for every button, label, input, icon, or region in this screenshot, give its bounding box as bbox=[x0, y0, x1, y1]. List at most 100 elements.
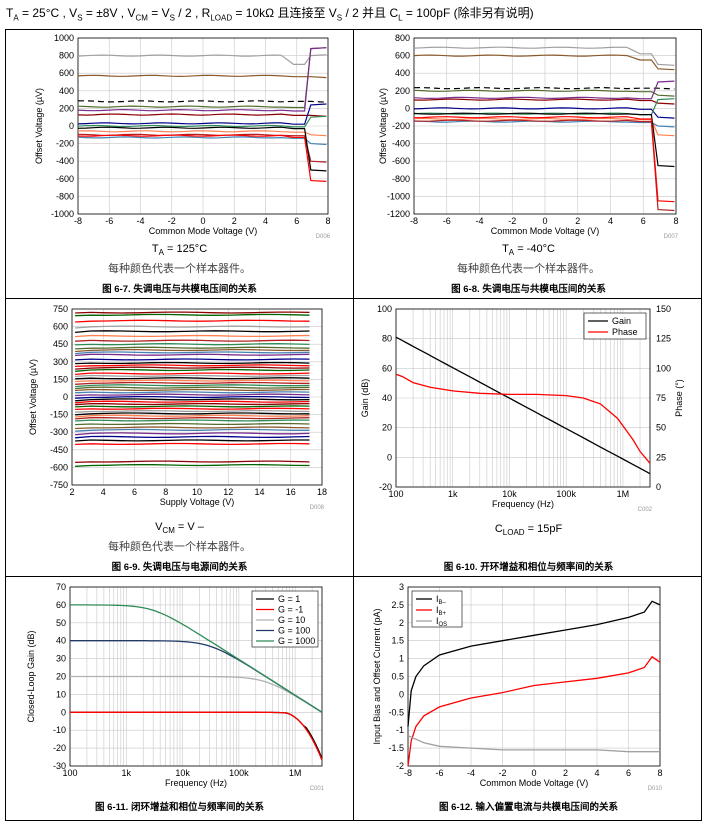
chart2-ytick-label: 300 bbox=[53, 357, 68, 367]
condition-6-10: CLOAD = 15pF bbox=[494, 523, 563, 538]
condition-6-9: VCM = V – bbox=[155, 521, 204, 536]
chart1-ytick-label: -200 bbox=[392, 121, 410, 131]
chart1-ytick-label: 0 bbox=[405, 103, 410, 113]
chart4-ytick-label: 60 bbox=[56, 600, 66, 610]
chart5-legend-label: IB– bbox=[436, 594, 447, 606]
chart0-series-line bbox=[77, 47, 327, 112]
chart1-xtick-label: 2 bbox=[575, 216, 580, 226]
chart5-series-line bbox=[407, 735, 660, 753]
chart2-series-line bbox=[75, 395, 310, 399]
chart4-xtick-label: 10k bbox=[175, 768, 190, 778]
chart-6-11: 100 1k 10k 100k 1M -30 -20 -10 0 10 20 30 40 50 60 70 Fr… bbox=[26, 582, 325, 792]
chart4-legend-box bbox=[251, 590, 319, 648]
caption-6-12: 图 6-12. 输入偏置电流与共模电压间的关系 bbox=[439, 802, 618, 813]
chart2-series-line bbox=[75, 414, 310, 418]
chart0-series-line bbox=[77, 74, 327, 79]
chart3-y2label: Phase (°) bbox=[674, 379, 684, 417]
chart4-ytick-label: 50 bbox=[56, 618, 66, 628]
chart5-code: D010 bbox=[648, 786, 663, 792]
chart2-xlabel: Supply Voltage (V) bbox=[160, 497, 235, 507]
chart2-xtick-label: 14 bbox=[254, 487, 264, 497]
figure-grid: -8 -6 -4 -2 0 2 4 6 8 -1000 -800 -600 -400 -200 0 200 40… bbox=[5, 29, 702, 821]
chart1-ytick-label: 200 bbox=[395, 86, 410, 96]
chart0-series-line bbox=[77, 103, 327, 125]
chart0-xtick-label: -2 bbox=[168, 216, 176, 226]
chart4-xtick-label: 1k bbox=[122, 768, 132, 778]
chart3-y2tick-label: 50 bbox=[656, 423, 666, 433]
chart1-plot-frame bbox=[413, 37, 677, 215]
chart1-series-line bbox=[413, 107, 675, 119]
chart0-ytick-label: -400 bbox=[56, 156, 74, 166]
chart2-series-line bbox=[75, 435, 310, 439]
chart4-ytick-label: -20 bbox=[53, 743, 66, 753]
chart4-ytick-label: 70 bbox=[56, 582, 66, 592]
figure-6-7: -8 -6 -4 -2 0 2 4 6 8 -1000 -800 -600 -400 -200 0 200 40… bbox=[6, 30, 353, 298]
chart0-series-line bbox=[77, 134, 327, 182]
chart3-ylabel: Gain (dB) bbox=[360, 379, 370, 418]
chart2-series-line bbox=[75, 346, 310, 350]
chart2-xtick-label: 12 bbox=[223, 487, 233, 497]
chart1-series-line bbox=[413, 86, 675, 90]
chart4-legend-label: G = 1 bbox=[278, 594, 300, 604]
chart3-xtick-label: 1k bbox=[448, 489, 458, 499]
chart2-series-line bbox=[75, 358, 310, 361]
chart2-series-line bbox=[75, 402, 310, 406]
chart2-series-line bbox=[75, 366, 310, 370]
chart2-series-line bbox=[75, 422, 310, 426]
chart2-ytick-label: 450 bbox=[53, 339, 68, 349]
chart1-ytick-label: 400 bbox=[395, 68, 410, 78]
chart2-series-line bbox=[75, 460, 310, 464]
chart2-series-line bbox=[75, 432, 310, 436]
chart3-legend-box bbox=[583, 312, 647, 340]
chart2-series-line bbox=[75, 384, 310, 388]
chart1-xtick-label: -8 bbox=[410, 216, 418, 226]
chart4-xlabel: Frequency (Hz) bbox=[165, 778, 227, 788]
chart1-series-line bbox=[413, 54, 675, 71]
chart3-y2tick-label: 100 bbox=[656, 363, 671, 373]
chart4-legend-label: G = 100 bbox=[278, 626, 310, 636]
chart2-plot-frame bbox=[71, 308, 323, 486]
chart4-series-line bbox=[70, 675, 323, 713]
chart3-ytick-label: 40 bbox=[382, 393, 392, 403]
chart4-series-line bbox=[70, 711, 323, 759]
chart1-series-line bbox=[413, 112, 675, 168]
chart0-ytick-label: 600 bbox=[59, 68, 74, 78]
chart2-xtick-label: 8 bbox=[163, 487, 168, 497]
chart5-legend-label: IOS bbox=[436, 616, 447, 628]
chart5-xtick-label: -6 bbox=[435, 768, 443, 778]
chart0-xtick-label: 2 bbox=[232, 216, 237, 226]
chart5-ytick-label: 0.5 bbox=[391, 672, 404, 682]
conditions-header: TA = 25°C , VS = ±8V , VCM = VS / 2 , RL… bbox=[6, 6, 534, 23]
chart0-series-line bbox=[77, 115, 327, 128]
chart1-xtick-label: -6 bbox=[443, 216, 451, 226]
chart2-series-line bbox=[75, 311, 310, 314]
chart1-series-line bbox=[413, 46, 675, 66]
chart0-ytick-label: 0 bbox=[69, 121, 74, 131]
chart3-y2tick-label: 125 bbox=[656, 334, 671, 344]
chart5-xtick-label: -8 bbox=[404, 768, 412, 778]
chart0-xtick-label: -6 bbox=[105, 216, 113, 226]
chart2-series-line bbox=[75, 439, 310, 442]
chart4-ytick-label: 30 bbox=[56, 654, 66, 664]
chart1-ytick-label: 800 bbox=[395, 33, 410, 43]
chart2-series-line bbox=[75, 381, 310, 385]
chart2-series-line bbox=[75, 368, 310, 372]
chart1-series-line bbox=[413, 80, 675, 100]
caption-6-7: 图 6-7. 失调电压与共模电压间的关系 bbox=[102, 284, 257, 295]
chart3-legend-gain-label: Gain bbox=[612, 316, 631, 326]
chart5-xtick-label: 0 bbox=[531, 768, 536, 778]
chart0-ytick-label: 200 bbox=[59, 103, 74, 113]
chart1-xtick-label: 6 bbox=[641, 216, 646, 226]
chart5-ytick-label: 1 bbox=[399, 654, 404, 664]
chart5-ytick-label: -0.5 bbox=[388, 707, 404, 717]
chart2-series-line bbox=[75, 463, 310, 467]
chart3-ytick-label: 20 bbox=[382, 423, 392, 433]
chart0-code: D006 bbox=[316, 234, 331, 240]
chart0-series-line bbox=[77, 130, 327, 137]
chart2-series-line bbox=[75, 364, 310, 368]
chart4-xtick-label: 100k bbox=[229, 768, 249, 778]
chart5-ytick-label: -1.5 bbox=[388, 743, 404, 753]
note-6-7: 每种颜色代表一个样本器件。 bbox=[108, 263, 251, 275]
chart2-series-line bbox=[75, 405, 310, 408]
chart5-ytick-label: 1.5 bbox=[391, 636, 404, 646]
